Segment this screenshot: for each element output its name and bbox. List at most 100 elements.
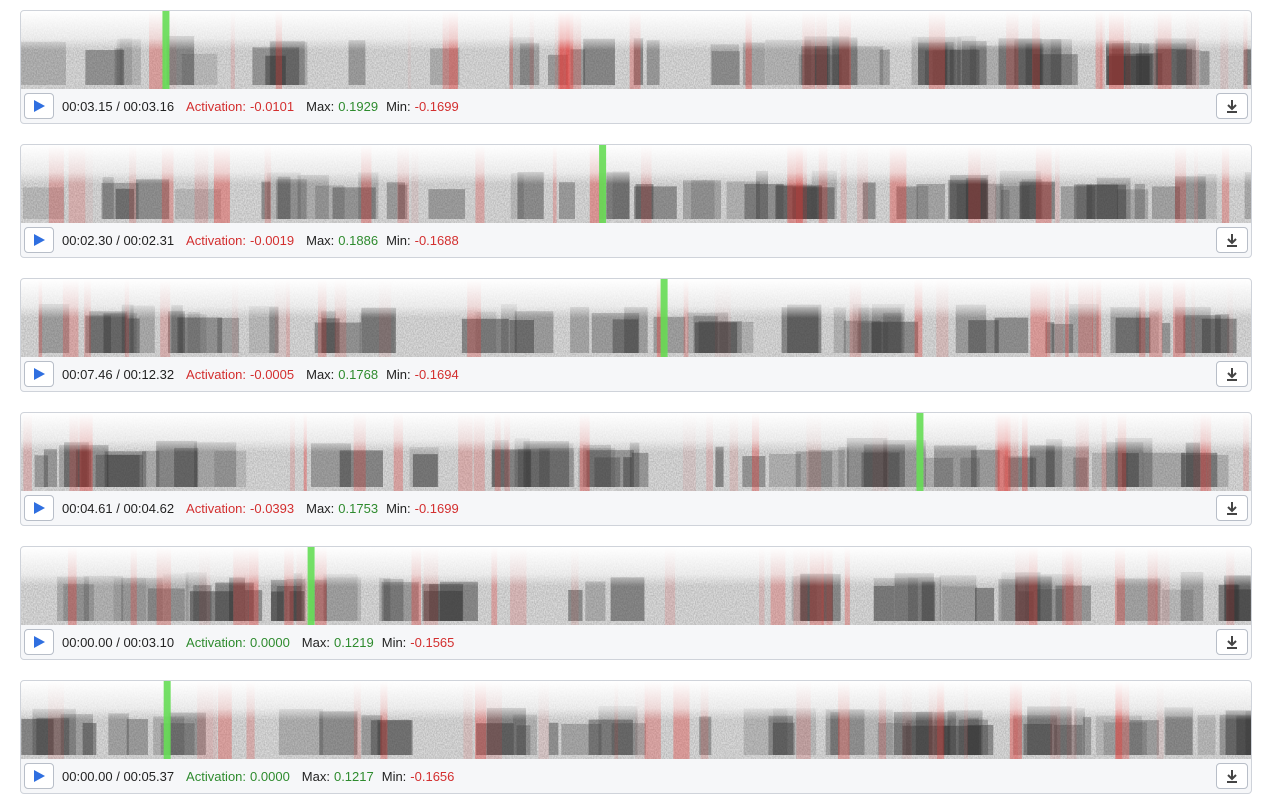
activation-label: Activation: bbox=[186, 232, 247, 248]
min-label: Min: bbox=[386, 500, 411, 516]
peak-marker bbox=[163, 681, 171, 759]
max-value: 0.1217 bbox=[333, 768, 374, 784]
play-button[interactable] bbox=[24, 629, 54, 655]
activation-label: Activation: bbox=[186, 768, 247, 784]
play-triangle bbox=[34, 502, 45, 514]
spectrogram bbox=[21, 279, 1251, 357]
spec-fade bbox=[21, 681, 1251, 759]
activation-label: Activation: bbox=[186, 634, 247, 650]
max-value: 0.1886 bbox=[338, 232, 379, 248]
max-value: 0.1929 bbox=[338, 98, 379, 114]
download-arrow bbox=[1227, 368, 1237, 381]
min-value: -0.1694 bbox=[414, 366, 459, 382]
audio-card: 00:03.15 / 00:03.16 Activation: -0.0101 Max… bbox=[20, 10, 1252, 124]
download-icon bbox=[1227, 636, 1237, 649]
play-button[interactable] bbox=[24, 495, 54, 521]
play-icon bbox=[34, 502, 45, 514]
audio-card: 00:00.00 / 00:05.37 Activation: 0.0000 Max:… bbox=[20, 680, 1252, 794]
play-triangle bbox=[34, 100, 45, 112]
max-label: Max: bbox=[306, 98, 335, 114]
spec-fade bbox=[21, 413, 1251, 491]
download-icon bbox=[1227, 234, 1237, 247]
audio-card: 00:00.00 / 00:03.10 Activation: 0.0000 Max:… bbox=[20, 546, 1252, 660]
play-button[interactable] bbox=[24, 93, 54, 119]
activation-label: Activation: bbox=[186, 500, 247, 516]
activation-value: -0.0101 bbox=[250, 98, 295, 114]
spectrogram bbox=[21, 413, 1251, 491]
spectrogram bbox=[21, 11, 1251, 89]
activation-value: -0.0019 bbox=[250, 232, 295, 248]
play-icon bbox=[34, 100, 45, 112]
control-bar: 00:07.46 / 00:12.32 Activation: -0.0005 Max… bbox=[21, 357, 1251, 391]
play-button[interactable] bbox=[24, 763, 54, 789]
play-triangle bbox=[34, 234, 45, 246]
activation-label: Activation: bbox=[186, 366, 247, 382]
download-button[interactable] bbox=[1216, 495, 1248, 521]
play-icon bbox=[34, 770, 45, 782]
activation-value: -0.0005 bbox=[250, 366, 295, 382]
audio-card: 00:07.46 / 00:12.32 Activation: -0.0005 Max… bbox=[20, 278, 1252, 392]
control-bar: 00:02.30 / 00:02.31 Activation: -0.0019 Max… bbox=[21, 223, 1251, 257]
activation-value: 0.0000 bbox=[250, 768, 290, 784]
control-bar: 00:03.15 / 00:03.16 Activation: -0.0101 Max… bbox=[21, 89, 1251, 123]
play-button[interactable] bbox=[24, 227, 54, 253]
max-label: Max: bbox=[306, 500, 335, 516]
download-button[interactable] bbox=[1216, 361, 1248, 387]
download-arrow bbox=[1227, 234, 1237, 247]
min-label: Min: bbox=[386, 366, 411, 382]
time: 00:02.30 / 00:02.31 bbox=[62, 232, 175, 248]
time: 00:03.15 / 00:03.16 bbox=[62, 98, 175, 114]
download-icon bbox=[1227, 368, 1237, 381]
download-arrow bbox=[1227, 100, 1237, 113]
spec-fade bbox=[21, 145, 1251, 223]
spectrogram bbox=[21, 681, 1251, 759]
download-arrow bbox=[1227, 770, 1237, 783]
max-value: 0.1753 bbox=[338, 500, 379, 516]
max-label: Max: bbox=[301, 768, 330, 784]
play-triangle bbox=[34, 368, 45, 380]
download-button[interactable] bbox=[1216, 629, 1248, 655]
download-icon bbox=[1227, 770, 1237, 783]
max-value: 0.1219 bbox=[333, 634, 374, 650]
control-bar: 00:00.00 / 00:03.10 Activation: 0.0000 Max:… bbox=[21, 625, 1251, 659]
download-arrow bbox=[1227, 636, 1237, 649]
play-triangle bbox=[34, 770, 45, 782]
download-button[interactable] bbox=[1216, 93, 1248, 119]
time: 00:04.61 / 00:04.62 bbox=[62, 500, 175, 516]
min-value: -0.1688 bbox=[414, 232, 459, 248]
download-icon bbox=[1227, 100, 1237, 113]
play-icon bbox=[34, 636, 45, 648]
activation-value: 0.0000 bbox=[250, 634, 290, 650]
download-icon bbox=[1227, 502, 1237, 515]
play-icon bbox=[34, 368, 45, 380]
time: 00:00.00 / 00:05.37 bbox=[62, 768, 175, 784]
download-arrow bbox=[1227, 502, 1237, 515]
download-button[interactable] bbox=[1216, 227, 1248, 253]
min-value: -0.1565 bbox=[410, 634, 455, 650]
spec-fade bbox=[21, 547, 1251, 625]
play-button[interactable] bbox=[24, 361, 54, 387]
min-value: -0.1699 bbox=[414, 500, 459, 516]
min-value: -0.1699 bbox=[414, 98, 459, 114]
min-label: Min: bbox=[386, 98, 411, 114]
peak-marker bbox=[916, 413, 924, 491]
audio-card: 00:02.30 / 00:02.31 Activation: -0.0019 Max… bbox=[20, 144, 1252, 258]
min-label: Min: bbox=[381, 634, 407, 650]
max-value: 0.1768 bbox=[338, 366, 379, 382]
min-label: Min: bbox=[381, 768, 407, 784]
peak-marker bbox=[307, 547, 315, 625]
activation-value: -0.0393 bbox=[250, 500, 295, 516]
time: 00:00.00 / 00:03.10 bbox=[62, 634, 175, 650]
spec-fade bbox=[21, 279, 1251, 357]
peak-marker bbox=[162, 11, 170, 89]
max-label: Max: bbox=[301, 634, 330, 650]
spectrogram bbox=[21, 145, 1251, 223]
max-label: Max: bbox=[306, 232, 335, 248]
play-icon bbox=[34, 234, 45, 246]
max-label: Max: bbox=[306, 366, 335, 382]
download-button[interactable] bbox=[1216, 763, 1248, 789]
control-bar: 00:04.61 / 00:04.62 Activation: -0.0393 Max… bbox=[21, 491, 1251, 525]
min-value: -0.1656 bbox=[410, 768, 455, 784]
peak-marker bbox=[660, 279, 668, 357]
